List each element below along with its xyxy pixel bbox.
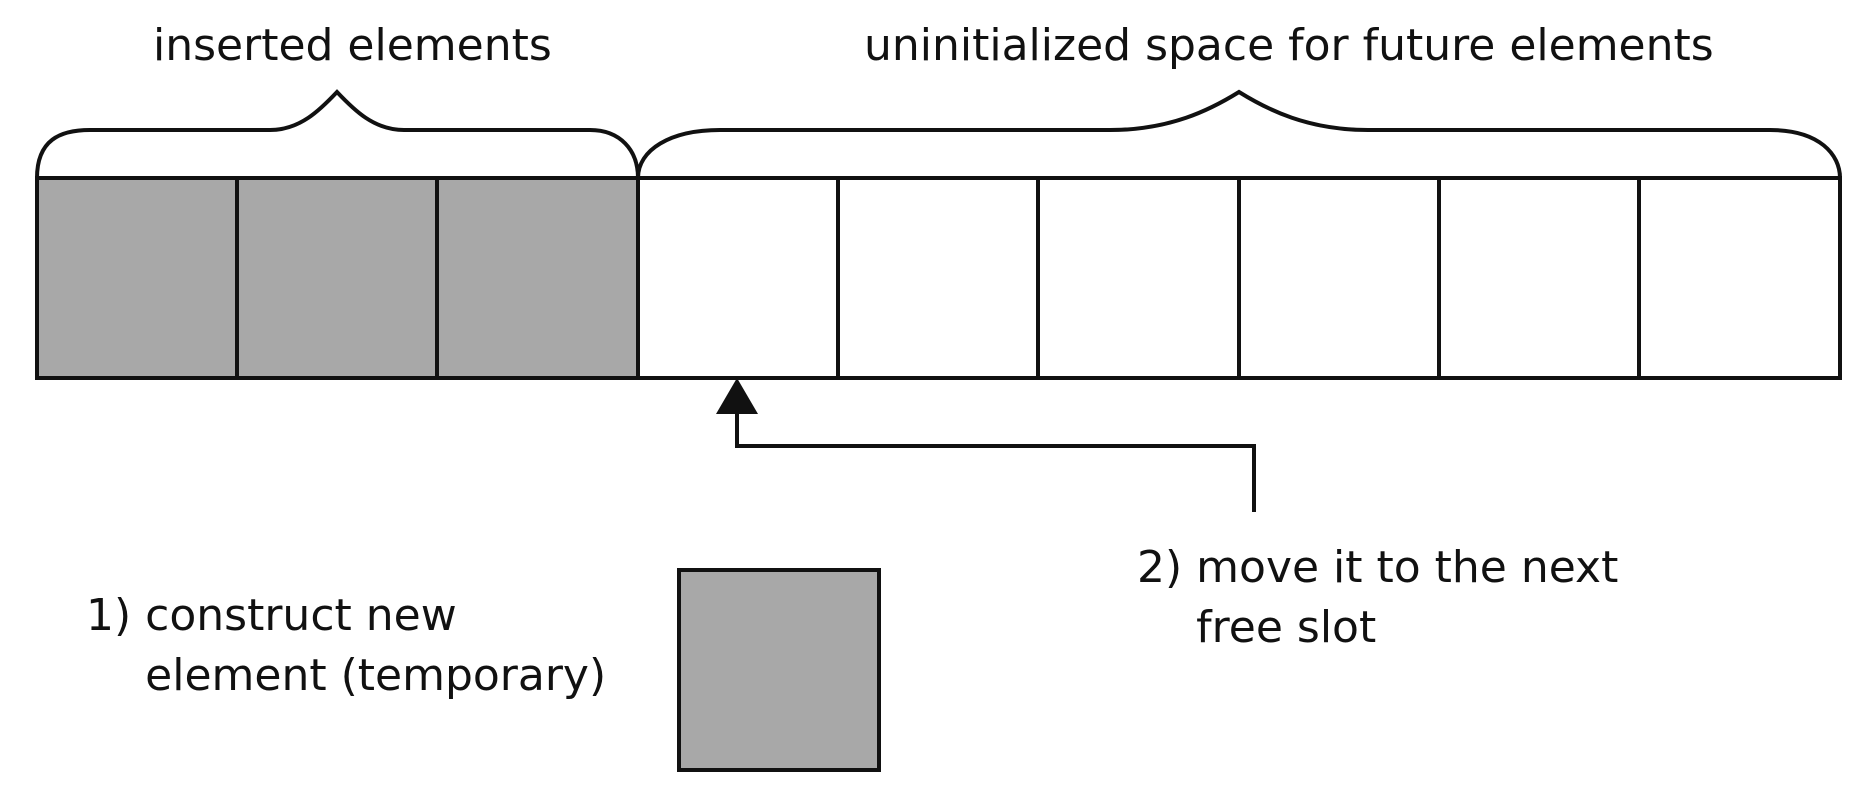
step-1-line-2: element (temporary) (145, 650, 607, 701)
step-2-line-2: free slot (1196, 602, 1377, 653)
slot-empty-6 (1637, 176, 1842, 380)
step-1-text: construct new element (temporary) (145, 586, 606, 706)
slot-filled-3 (435, 176, 640, 380)
move-arrow-line (735, 412, 1256, 512)
step-2-number: 2) (1137, 542, 1183, 593)
step-2-line-1: move it to the next (1196, 542, 1619, 593)
array-slots (35, 176, 1842, 380)
step-2: 2) move it to the next free slot (1137, 538, 1618, 658)
slot-empty-4 (1237, 176, 1441, 380)
step-1-number: 1) (86, 590, 132, 641)
step-1: 1) construct new element (temporary) (86, 586, 606, 706)
inserted-elements-label: inserted elements (153, 20, 552, 71)
step-1-line-1: construct new (145, 590, 457, 641)
slot-filled-2 (235, 176, 439, 380)
inserted-elements-brace (35, 89, 640, 179)
temporary-element (677, 568, 881, 772)
uninitialized-space-label: uninitialized space for future elements (864, 20, 1714, 71)
move-arrow-head (716, 378, 758, 414)
slot-empty-1 (636, 176, 840, 380)
step-2-text: move it to the next free slot (1196, 538, 1618, 658)
slot-empty-5 (1437, 176, 1641, 380)
uninitialized-space-brace (636, 89, 1842, 179)
slot-filled-1 (35, 176, 239, 380)
slot-empty-2 (836, 176, 1040, 380)
slot-empty-3 (1036, 176, 1241, 380)
